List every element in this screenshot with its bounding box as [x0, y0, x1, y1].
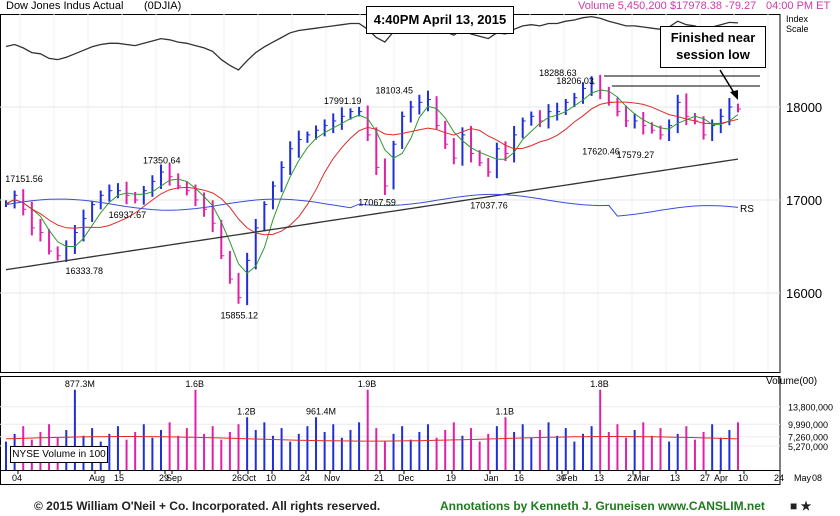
- date-tick-label: 26: [232, 473, 242, 483]
- price-tick-label: 18000: [786, 100, 822, 115]
- date-axis-frame: [0, 470, 781, 485]
- volume-annotation: 961.4M: [306, 406, 336, 416]
- date-tick-label: 10: [266, 473, 276, 483]
- date-tick-label: 19: [446, 473, 456, 483]
- chart-title: Dow Jones Indus Actual: [6, 0, 124, 12]
- price-annotation: 18103.45: [376, 85, 414, 95]
- volume-panel-frame: [0, 376, 781, 471]
- date-tick-label: 15: [114, 473, 124, 483]
- volume-tick-label: 13,800,000: [788, 403, 833, 413]
- volume-tick-label: 7,260,000: [788, 433, 828, 443]
- volume-tick-label: 9,990,000: [788, 420, 828, 430]
- date-tick-label: 16: [514, 473, 524, 483]
- price-annotation: 16333.78: [66, 266, 104, 276]
- symbol-label: (0DJIA): [144, 0, 182, 12]
- date-tick-label: Dec: [398, 473, 415, 483]
- moving-average-long: [5, 158, 739, 271]
- time-readout: 04:00 PM ET: [766, 0, 831, 12]
- copyright-text: © 2015 William O'Neil + Co. Incorporated…: [34, 499, 381, 513]
- price-tick-label: 17000: [786, 193, 822, 208]
- moving-average-short: [5, 89, 739, 274]
- date-tick-label: 13: [670, 473, 680, 483]
- date-tick-label: 27: [627, 473, 637, 483]
- price-annotation: 15855.12: [221, 310, 259, 320]
- date-tick-label: Oct: [242, 473, 257, 483]
- price-annotation: 17579.27: [617, 150, 655, 160]
- date-tick-label: 10: [738, 473, 748, 483]
- moving-average-mid: [5, 101, 739, 236]
- date-tick-label: 29: [159, 473, 169, 483]
- index-scale-label: Index Scale: [786, 14, 809, 34]
- date-tick-label: Jan: [484, 473, 499, 483]
- date-tick-label: 04: [12, 473, 22, 483]
- volume-annotation: 1.9B: [358, 379, 377, 389]
- date-tick-label: Apr: [714, 473, 728, 483]
- date-tick-label: Feb: [562, 473, 578, 483]
- timestamp-box: 4:40PM April 13, 2015: [366, 6, 514, 34]
- date-tick-label: Mar: [634, 473, 650, 483]
- date-tick-label: 13: [594, 473, 604, 483]
- volume-annotation: 1.6B: [185, 379, 204, 389]
- annotations-credit: Annotations by Kenneth J. Gruneisen www.…: [440, 499, 765, 513]
- annotation-line1: Finished near: [670, 30, 756, 45]
- volume-annotation: 1.8B: [590, 379, 609, 389]
- date-tick-label: 30: [556, 473, 566, 483]
- date-tick-label: 24: [774, 473, 784, 483]
- price-annotation: 17350.64: [143, 155, 181, 165]
- price-annotation: 17151.56: [5, 174, 43, 184]
- volume-axis-title: Volume(00): [766, 376, 818, 387]
- date-tick-label: Sep: [166, 473, 182, 483]
- date-tick-label: 24: [300, 473, 310, 483]
- annotation-box: Finished near session low: [660, 26, 766, 68]
- volume-annotation: 1.2B: [237, 406, 256, 416]
- price-annotation: 17067.59: [358, 198, 396, 208]
- annotation-arrowhead: [730, 90, 738, 100]
- volume-annotation: 1.1B: [495, 406, 514, 416]
- price-annotation: 17620.46: [582, 146, 620, 156]
- volume-readout: Volume 5,450,200: [578, 0, 667, 12]
- rs-label: RS: [740, 204, 754, 215]
- date-tick-label: 08: [812, 473, 822, 483]
- date-tick-label: Nov: [324, 473, 341, 483]
- price-annotation: 17037.76: [470, 200, 508, 210]
- date-tick-label: Aug: [89, 473, 105, 483]
- price-annotation: 16937.67: [109, 210, 147, 220]
- volume-average-line: [5, 436, 739, 442]
- price-annotation: 17991.19: [324, 96, 362, 106]
- rs-line: [5, 193, 739, 217]
- date-tick-label: 21: [374, 473, 384, 483]
- price-annotation: 18288.63: [539, 68, 577, 78]
- volume-annotation: 877.3M: [65, 379, 95, 389]
- date-tick-label: 27: [700, 473, 710, 483]
- price-bars: [5, 74, 741, 306]
- price-tick-label: 16000: [786, 286, 822, 301]
- annotation-line2: session low: [676, 47, 750, 62]
- date-tick-label: May: [794, 473, 812, 483]
- price-annotation: 18206.03: [556, 76, 594, 86]
- price-readout: $17978.38 -79.27: [670, 0, 757, 12]
- volume-panel-label: NYSE Volume in 100: [10, 446, 108, 463]
- volume-tick-label: 5,270,000: [788, 442, 828, 452]
- footer-end-mark: ■ ★: [790, 499, 812, 513]
